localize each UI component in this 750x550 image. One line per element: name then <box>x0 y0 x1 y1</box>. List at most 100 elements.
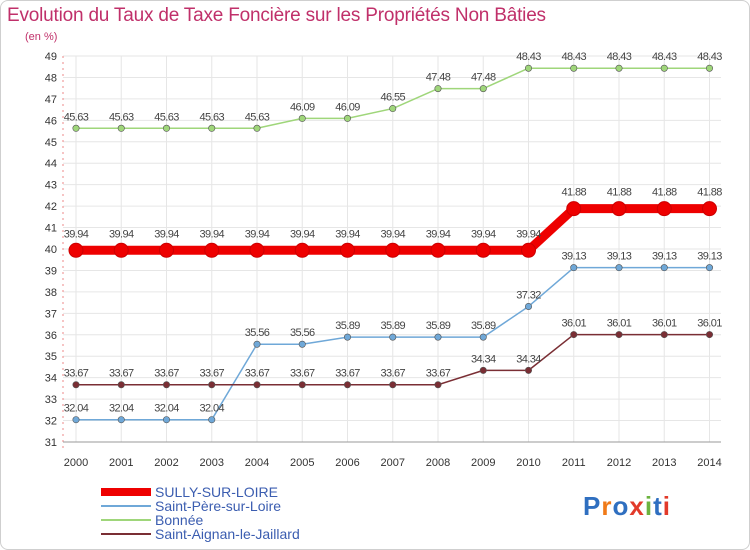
logo-letter: o <box>612 491 630 521</box>
data-label-saint-aignan-le-jaillard-2014: 36.01 <box>697 318 722 330</box>
point-sully-sur-loire-2002 <box>159 242 174 258</box>
point-saint-pere-sur-loire-2004 <box>253 340 261 348</box>
legend-label-saint-aignan-le-jaillard: Saint-Aignan-le-Jaillard <box>155 526 300 542</box>
data-label-bonnee-2001: 45.63 <box>109 111 134 123</box>
point-sully-sur-loire-2005 <box>294 242 310 258</box>
data-label-sully-sur-loire-2005: 39.94 <box>290 228 315 240</box>
point-saint-aignan-le-jaillard-2006 <box>343 381 351 389</box>
point-sully-sur-loire-2010 <box>521 242 536 258</box>
data-label-bonnee-2014: 48.43 <box>697 51 722 63</box>
point-saint-aignan-le-jaillard-2009 <box>479 366 487 374</box>
point-saint-pere-sur-loire-2014 <box>705 264 713 272</box>
data-label-saint-pere-sur-loire-2004: 35.56 <box>245 327 270 339</box>
point-saint-aignan-le-jaillard-2004 <box>253 381 261 389</box>
data-label-saint-pere-sur-loire-2006: 35.89 <box>335 320 360 332</box>
legend-swatch-bonnee <box>101 519 151 521</box>
point-bonnee-2012 <box>615 64 623 72</box>
data-label-saint-aignan-le-jaillard-2013: 36.01 <box>652 318 677 330</box>
proxiti-logo[interactable]: Proxiti <box>583 491 671 522</box>
point-saint-aignan-le-jaillard-2011 <box>570 331 578 339</box>
point-saint-pere-sur-loire-2005 <box>298 340 306 348</box>
point-sully-sur-loire-2001 <box>113 242 129 258</box>
point-saint-aignan-le-jaillard-2003 <box>208 381 216 389</box>
point-saint-aignan-le-jaillard-2002 <box>163 381 171 389</box>
point-saint-pere-sur-loire-2009 <box>479 333 487 341</box>
logo-letter: t <box>653 491 663 521</box>
data-label-saint-aignan-le-jaillard-2007: 33.67 <box>380 368 405 380</box>
point-saint-aignan-le-jaillard-2001 <box>117 381 125 389</box>
legend-swatch-saint-pere-sur-loire <box>101 505 151 507</box>
data-label-sully-sur-loire-2010: 39.94 <box>516 228 541 240</box>
point-saint-aignan-le-jaillard-2013 <box>660 331 668 339</box>
point-bonnee-2000 <box>72 124 80 132</box>
x-tick-label-2010: 2010 <box>516 457 540 469</box>
y-tick-label-37: 37 <box>45 308 57 320</box>
data-label-bonnee-2011: 48.43 <box>561 51 586 63</box>
x-tick-label-2003: 2003 <box>200 457 224 469</box>
y-tick-label-34: 34 <box>45 373 57 385</box>
point-bonnee-2003 <box>208 124 216 132</box>
point-sully-sur-loire-2006 <box>340 242 355 258</box>
point-saint-pere-sur-loire-2013 <box>660 264 668 272</box>
chart-title: Evolution du Taux de Taxe Foncière sur l… <box>7 5 546 26</box>
y-tick-label-43: 43 <box>45 180 57 192</box>
data-label-saint-pere-sur-loire-2014: 39.13 <box>697 251 722 263</box>
x-tick-label-2012: 2012 <box>607 457 631 469</box>
data-label-bonnee-2000: 45.63 <box>64 111 89 123</box>
x-tick-label-2011: 2011 <box>562 457 586 469</box>
data-label-saint-pere-sur-loire-2003: 32.04 <box>199 403 224 415</box>
point-bonnee-2009 <box>479 85 487 93</box>
point-sully-sur-loire-2009 <box>475 242 491 258</box>
point-saint-aignan-le-jaillard-2014 <box>705 331 713 339</box>
data-label-saint-pere-sur-loire-2011: 39.13 <box>561 251 586 263</box>
data-label-saint-pere-sur-loire-2013: 39.13 <box>652 251 677 263</box>
point-sully-sur-loire-2012 <box>611 201 627 217</box>
data-label-saint-aignan-le-jaillard-2002: 33.67 <box>154 368 179 380</box>
data-label-saint-pere-sur-loire-2010: 37.32 <box>516 289 541 301</box>
x-tick-label-2013: 2013 <box>652 457 676 469</box>
data-label-sully-sur-loire-2000: 39.94 <box>64 228 89 240</box>
y-tick-label-38: 38 <box>45 287 57 299</box>
point-saint-aignan-le-jaillard-2012 <box>615 331 623 339</box>
x-tick-label-2001: 2001 <box>109 457 133 469</box>
point-saint-pere-sur-loire-2011 <box>570 264 578 272</box>
point-saint-pere-sur-loire-2010 <box>524 302 532 310</box>
data-label-sully-sur-loire-2001: 39.94 <box>109 228 134 240</box>
logo-letter: i <box>644 491 654 521</box>
logo-letter: i <box>662 491 671 521</box>
data-label-saint-pere-sur-loire-2008: 35.89 <box>426 320 451 332</box>
data-label-sully-sur-loire-2006: 39.94 <box>335 228 360 240</box>
data-label-sully-sur-loire-2002: 39.94 <box>154 228 179 240</box>
legend-label-saint-pere-sur-loire: Saint-Père-sur-Loire <box>155 498 282 514</box>
data-label-saint-aignan-le-jaillard-2010: 34.34 <box>516 353 541 365</box>
point-sully-sur-loire-2007 <box>385 242 401 258</box>
point-saint-aignan-le-jaillard-2010 <box>524 366 532 374</box>
data-label-sully-sur-loire-2003: 39.94 <box>199 228 224 240</box>
legend-label-bonnee: Bonnée <box>155 512 204 528</box>
data-label-bonnee-2013: 48.43 <box>652 51 677 63</box>
point-saint-pere-sur-loire-2008 <box>434 333 442 341</box>
point-saint-aignan-le-jaillard-2005 <box>298 381 306 389</box>
data-label-bonnee-2002: 45.63 <box>154 111 179 123</box>
x-tick-label-2002: 2002 <box>154 457 178 469</box>
data-label-bonnee-2008: 47.48 <box>426 72 451 84</box>
point-bonnee-2010 <box>524 64 532 72</box>
logo-letter: x <box>629 491 645 521</box>
y-tick-label-46: 46 <box>45 115 57 127</box>
data-label-saint-pere-sur-loire-2005: 35.56 <box>290 327 315 339</box>
data-label-saint-aignan-le-jaillard-2008: 33.67 <box>426 368 451 380</box>
legend-swatch-saint-aignan-le-jaillard <box>101 533 151 535</box>
point-sully-sur-loire-2004 <box>249 242 265 258</box>
point-saint-pere-sur-loire-2006 <box>343 333 351 341</box>
y-tick-label-39: 39 <box>45 265 57 277</box>
data-label-saint-pere-sur-loire-2000: 32.04 <box>64 403 89 415</box>
y-tick-label-31: 31 <box>45 437 57 449</box>
data-label-saint-aignan-le-jaillard-2006: 33.67 <box>335 368 360 380</box>
point-saint-pere-sur-loire-2012 <box>615 264 623 272</box>
point-bonnee-2004 <box>253 124 261 132</box>
data-label-saint-pere-sur-loire-2012: 39.13 <box>607 251 632 263</box>
y-tick-label-41: 41 <box>45 223 57 235</box>
y-tick-label-42: 42 <box>45 201 57 213</box>
data-label-bonnee-2010: 48.43 <box>516 51 541 63</box>
